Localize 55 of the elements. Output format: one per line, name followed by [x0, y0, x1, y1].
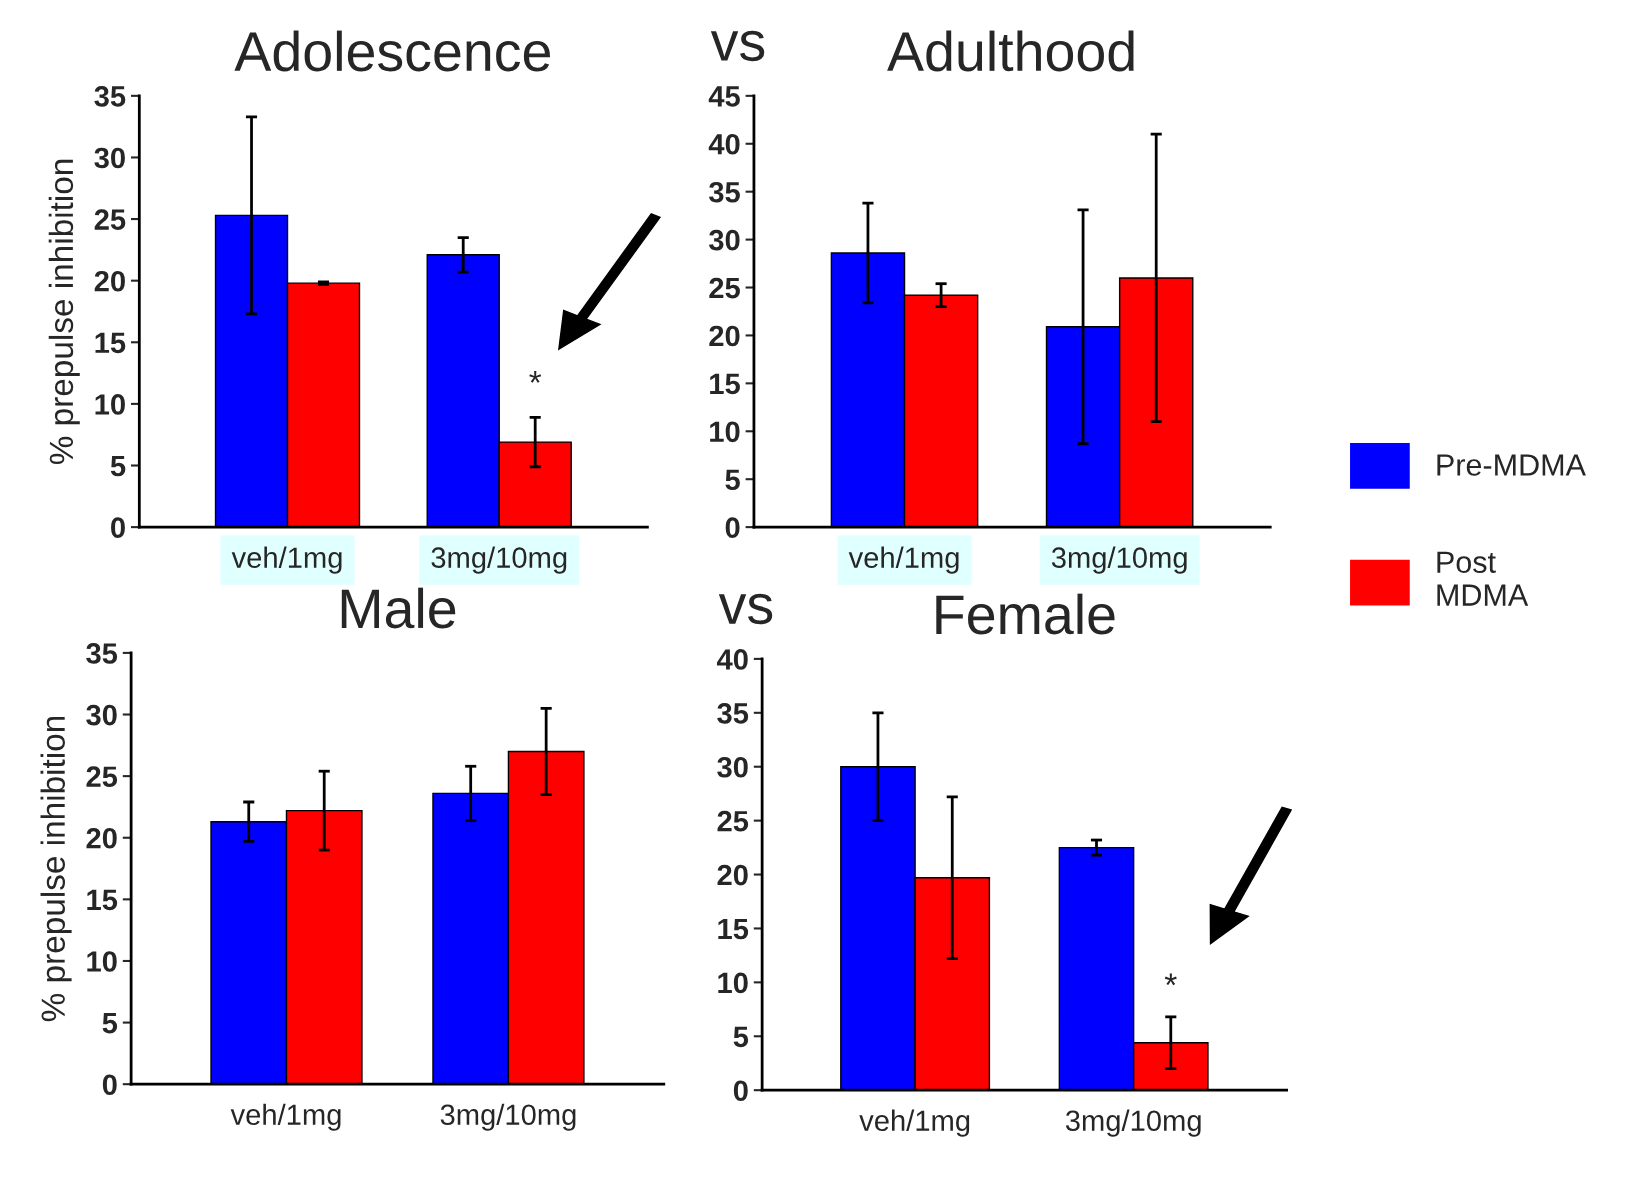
y-tick-label: 20	[86, 827, 117, 849]
y-tick-label: 5	[110, 456, 126, 477]
x-tick-label: 3mg/10mg	[431, 546, 567, 574]
y-tick-label: 0	[111, 517, 125, 538]
y-tick-label: 20	[94, 270, 125, 292]
annotation: *	[529, 371, 542, 383]
y-tick-label: 10	[710, 421, 740, 443]
y-tick-label: 30	[708, 229, 740, 251]
y-axis-title: % prepulse inhibition	[40, 716, 72, 1022]
y-tick-label: 0	[102, 1074, 117, 1096]
y-tick-label: 5	[102, 1013, 118, 1034]
legend-label: Post MDMA	[1437, 551, 1529, 606]
chart-title: Adolescence	[234, 30, 550, 72]
y-tick-label: 20	[709, 325, 740, 347]
y-tick-label: 5	[733, 1026, 749, 1048]
x-tick-label: veh/1mg	[848, 546, 959, 574]
annotation: *	[1164, 973, 1177, 986]
y-tick-label: 30	[717, 756, 748, 778]
y-tick-label: 10	[87, 951, 117, 972]
y-tick-label: 15	[95, 332, 126, 354]
y-tick-label: 15	[718, 918, 749, 940]
y-tick-label: 45	[708, 86, 740, 107]
y-tick-label: 35	[708, 181, 740, 203]
y-tick-label: 25	[94, 209, 126, 230]
y-tick-label: 10	[95, 394, 125, 415]
x-tick-label: veh/1mg	[859, 1109, 970, 1137]
y-tick-label: 10	[718, 972, 748, 994]
y-tick-label: 0	[725, 517, 740, 538]
legend-label: Pre-MDMA	[1437, 454, 1586, 476]
x-tick-label: 3mg/10mg	[1065, 1109, 1201, 1137]
chart-title: Adulthood	[887, 30, 1134, 72]
y-tick-label: 5	[725, 469, 740, 491]
y-tick-label: 25	[717, 810, 749, 832]
y-tick-label: 15	[87, 889, 118, 911]
y-tick-label: 30	[94, 147, 125, 169]
x-tick-label: veh/1mg	[230, 1103, 341, 1131]
y-tick-label: 25	[709, 277, 740, 299]
y-tick-label: 35	[717, 703, 749, 724]
y-axis-title: % prepulse inhibition	[48, 159, 80, 465]
y-tick-label: 20	[717, 864, 748, 886]
x-tick-label: veh/1mg	[231, 546, 342, 574]
y-tick-label: 15	[710, 373, 740, 395]
x-tick-label: 3mg/10mg	[440, 1103, 576, 1131]
x-tick-label: 3mg/10mg	[1051, 546, 1187, 574]
y-tick-label: 40	[708, 133, 740, 155]
chart-subtitle: vs	[718, 593, 773, 625]
chart-title: Female	[936, 593, 1115, 635]
y-tick-label: 0	[733, 1080, 748, 1102]
y-tick-label: 40	[716, 649, 748, 670]
chart-subtitle: vs	[710, 30, 765, 62]
y-tick-label: 25	[86, 766, 118, 787]
y-tick-label: 35	[86, 643, 118, 664]
y-tick-label: 35	[94, 86, 126, 107]
y-tick-label: 30	[86, 704, 117, 726]
chart-title: Male	[341, 587, 456, 629]
